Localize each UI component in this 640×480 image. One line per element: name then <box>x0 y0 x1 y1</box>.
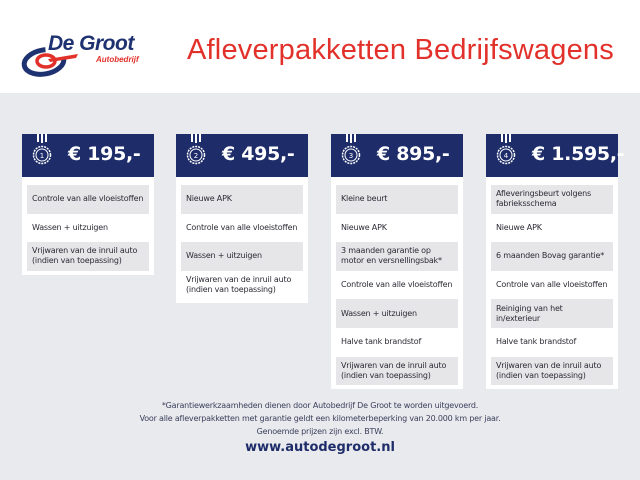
package-price: € 1.595,- <box>532 143 625 165</box>
header: De Groot Autobedrijf Afleverpakketten Be… <box>0 0 640 93</box>
package-item: Controle van alle vloeistoffen <box>496 280 608 290</box>
package-item: Vrijwaren van de inruil auto (indien van… <box>27 242 149 271</box>
package-item: Controle van alle vloeistoffen <box>341 280 453 290</box>
package-header: 1 € 195,- <box>22 134 154 177</box>
package-item: Vrijwaren van de inruil auto (indien van… <box>336 356 458 386</box>
package-item: Halve tank brandstof <box>496 337 577 347</box>
footnote-line: Voor alle afleverpakketten met garantie … <box>139 414 501 423</box>
package-header: 2 € 495,- <box>176 134 308 177</box>
package-card-1: 1 € 195,- Controle van alle vloeistoffen W… <box>22 134 154 275</box>
package-price: € 195,- <box>68 143 141 165</box>
package-price: € 495,- <box>222 143 295 165</box>
medal-number: 2 <box>194 152 198 160</box>
medal-number: 4 <box>504 152 509 160</box>
package-item: Kleine beurt <box>336 185 458 214</box>
medal-icon: 3 <box>341 134 361 165</box>
package-item: Vrijwaren van de inruil auto (indien van… <box>186 275 292 295</box>
logo-name: De Groot <box>48 32 134 55</box>
package-item: 6 maanden Bovag garantie* <box>491 242 613 271</box>
website-link[interactable]: www.autodegroot.nl <box>245 440 395 455</box>
footnote-line: *Garantiewerkzaamheden dienen door Autob… <box>161 401 479 410</box>
package-item: Wassen + uitzuigen <box>336 299 458 328</box>
medal-icon: 1 <box>32 134 52 165</box>
package-item: 3 maanden garantie op motor en versnelli… <box>336 242 458 271</box>
medal-icon: 4 <box>496 134 516 165</box>
medal-icon: 2 <box>186 134 206 165</box>
package-item: Afleveringsbeurt volgens fabrieksschema <box>491 185 613 214</box>
page-title: Afleverpakketten Bedrijfswagens <box>187 34 614 66</box>
package-card-3: 3 € 895,- Kleine beurt Nieuwe APK 3 maanden… <box>331 134 463 390</box>
package-card-4: 4 € 1.595,- Afleveringsbeurt volgens fabr… <box>486 134 625 390</box>
package-card-2: 2 € 495,- Nieuwe APK Controle van alle vlo… <box>176 134 308 304</box>
package-item: Vrijwaren van de inruil auto (indien van… <box>491 356 613 386</box>
package-price: € 895,- <box>377 143 450 165</box>
package-item: Nieuwe APK <box>496 222 542 232</box>
package-item: Reiniging van het in/exterieur <box>491 299 613 328</box>
package-header: 3 € 895,- <box>331 134 463 177</box>
footnote-line: Genoemde prijzen zijn excl. BTW. <box>256 427 384 436</box>
logo-subtitle: Autobedrijf <box>96 55 139 64</box>
package-header: 4 € 1.595,- <box>486 134 625 177</box>
medal-number: 3 <box>349 152 353 160</box>
logo[interactable]: De Groot Autobedrijf <box>20 32 150 82</box>
package-item: Controle van alle vloeistoffen <box>27 185 149 214</box>
footnote: *Garantiewerkzaamheden dienen door Autob… <box>0 399 640 438</box>
logo-swoosh-icon <box>21 47 78 77</box>
medal-number: 1 <box>40 152 44 160</box>
package-item: Nieuwe APK <box>341 222 387 232</box>
package-item: Wassen + uitzuigen <box>181 242 303 271</box>
package-item: Nieuwe APK <box>181 185 303 214</box>
packages-section: 1 € 195,- Controle van alle vloeistoffen W… <box>0 93 640 480</box>
package-item: Wassen + uitzuigen <box>32 222 108 232</box>
package-item: Halve tank brandstof <box>341 337 422 347</box>
package-item: Controle van alle vloeistoffen <box>186 222 298 232</box>
